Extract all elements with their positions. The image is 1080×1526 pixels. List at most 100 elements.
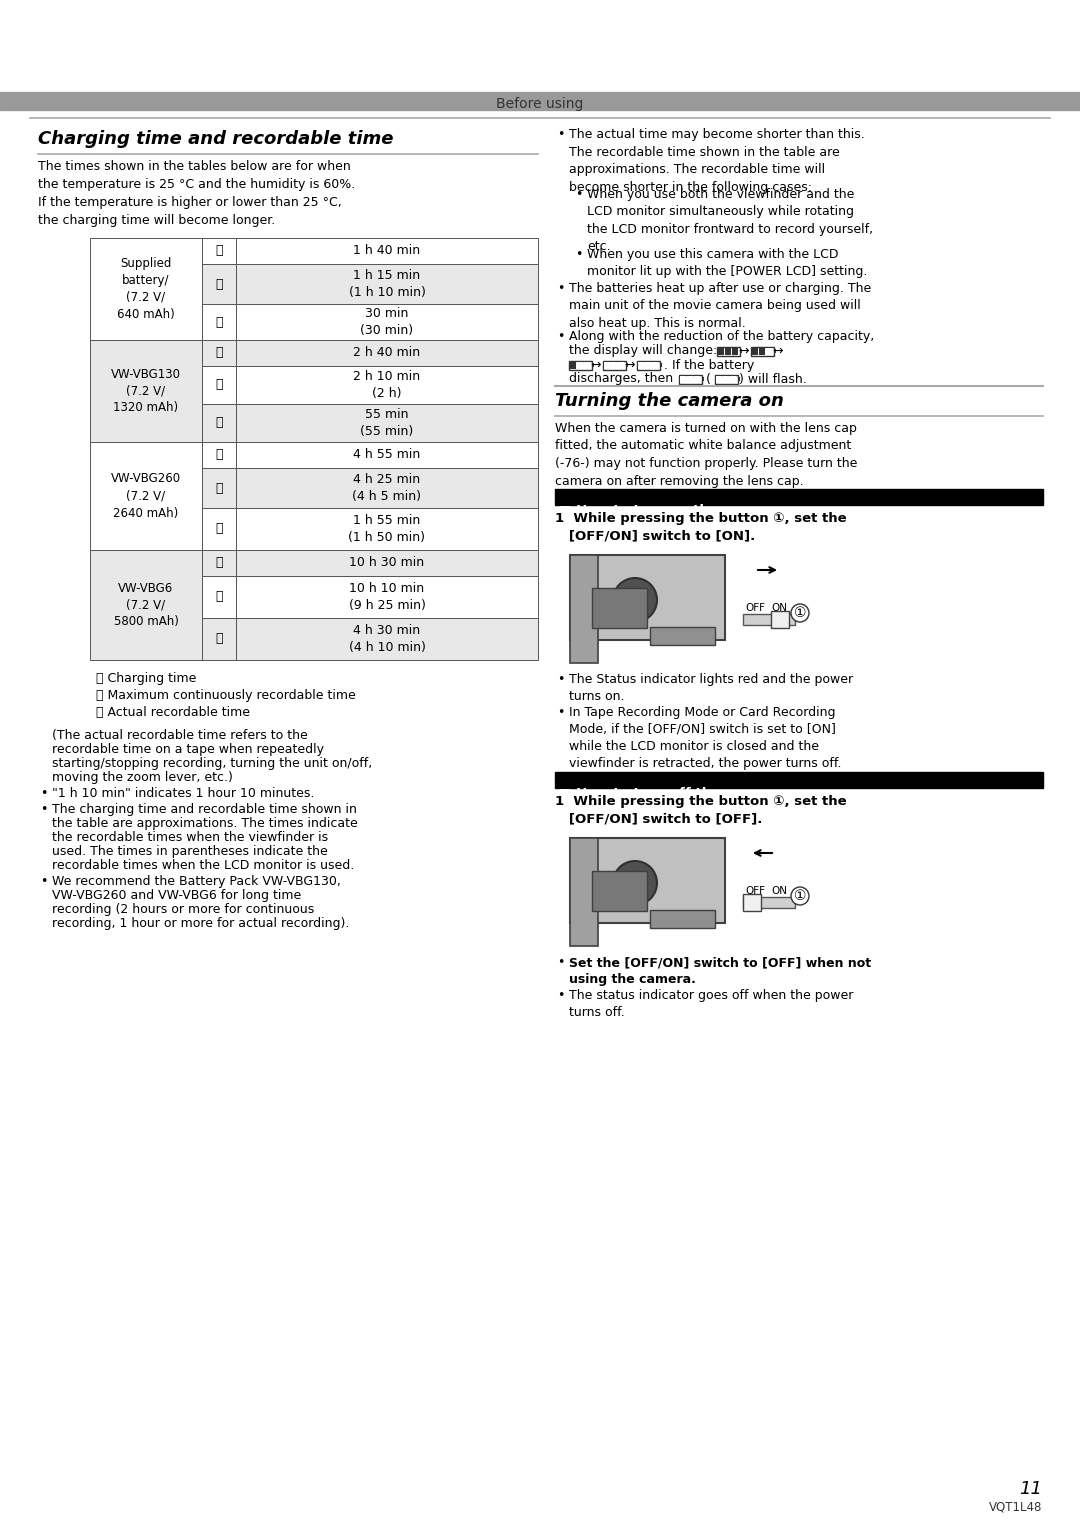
Bar: [687, 375, 693, 383]
Bar: [771, 610, 789, 629]
Bar: [0, 92, 1080, 110]
Bar: [743, 613, 795, 626]
Text: 10 h 30 min: 10 h 30 min: [350, 557, 424, 569]
Bar: [650, 909, 715, 928]
Bar: [577, 362, 583, 368]
Text: OFF: OFF: [745, 603, 765, 613]
Bar: [738, 377, 740, 382]
Text: 30 min
(30 min): 30 min (30 min): [361, 307, 414, 337]
Text: 1 h 40 min: 1 h 40 min: [353, 244, 420, 258]
Bar: [237, 549, 538, 575]
Text: Ⓐ: Ⓐ: [215, 557, 222, 569]
Bar: [202, 618, 237, 661]
Text: ON: ON: [771, 603, 787, 613]
Text: •: •: [557, 707, 565, 719]
Text: •: •: [40, 787, 48, 800]
Text: 1  While pressing the button ①, set the
   [OFF/ON] switch to [ON].: 1 While pressing the button ①, set the […: [555, 513, 847, 542]
Text: the recordable times when the viewfinder is: the recordable times when the viewfinder…: [52, 832, 328, 844]
Text: Ⓒ: Ⓒ: [215, 316, 222, 328]
Bar: [202, 468, 237, 508]
Bar: [237, 264, 538, 304]
Circle shape: [791, 604, 809, 623]
Text: The Status indicator lights red and the power
turns on.: The Status indicator lights red and the …: [569, 673, 853, 703]
Text: The batteries heat up after use or charging. The
main unit of the movie camera b: The batteries heat up after use or charg…: [569, 282, 872, 330]
Text: Ⓐ Charging time: Ⓐ Charging time: [96, 671, 197, 685]
Text: Before using: Before using: [497, 98, 583, 111]
Bar: [759, 348, 765, 354]
Bar: [202, 238, 237, 264]
Text: 55 min
(55 min): 55 min (55 min): [361, 407, 414, 438]
Text: We recommend the Battery Pack VW-VBG130,: We recommend the Battery Pack VW-VBG130,: [52, 874, 341, 888]
Text: The charging time and recordable time shown in: The charging time and recordable time sh…: [52, 803, 356, 816]
Text: Along with the reduction of the battery capacity,: Along with the reduction of the battery …: [569, 330, 874, 343]
Text: the table are approximations. The times indicate: the table are approximations. The times …: [52, 816, 357, 830]
Text: 4 h 25 min
(4 h 5 min): 4 h 25 min (4 h 5 min): [352, 473, 421, 504]
Text: Ⓑ: Ⓑ: [215, 378, 222, 392]
Bar: [611, 362, 617, 368]
Bar: [237, 404, 538, 443]
Text: VW-VBG260 and VW-VBG6 for long time: VW-VBG260 and VW-VBG6 for long time: [52, 890, 301, 902]
Bar: [723, 375, 729, 383]
Bar: [202, 443, 237, 468]
Bar: [774, 349, 777, 353]
Bar: [237, 366, 538, 404]
Bar: [584, 362, 590, 368]
Circle shape: [791, 887, 809, 905]
Bar: [694, 375, 700, 383]
Bar: [569, 360, 592, 369]
Bar: [702, 377, 704, 382]
Bar: [237, 304, 538, 340]
Bar: [202, 575, 237, 618]
Text: ON: ON: [771, 887, 787, 896]
Bar: [202, 340, 237, 366]
Text: Set the [OFF/ON] switch to [OFF] when not
using the camera.: Set the [OFF/ON] switch to [OFF] when no…: [569, 955, 872, 986]
Text: OFF: OFF: [745, 887, 765, 896]
Text: 2 h 10 min
(2 h): 2 h 10 min (2 h): [353, 369, 420, 400]
Bar: [555, 772, 1043, 787]
Bar: [237, 443, 538, 468]
Bar: [740, 349, 742, 353]
Text: Charging time and recordable time: Charging time and recordable time: [38, 130, 393, 148]
Bar: [637, 360, 660, 369]
Text: The actual time may become shorter than this.
The recordable time shown in the t: The actual time may become shorter than …: [569, 128, 865, 194]
Text: (: (: [706, 372, 711, 386]
Text: 2 h 40 min: 2 h 40 min: [353, 346, 420, 360]
Text: In Tape Recording Mode or Card Recording
Mode, if the [OFF/ON] switch is set to : In Tape Recording Mode or Card Recording…: [569, 707, 841, 771]
Text: 11: 11: [1020, 1480, 1042, 1499]
Circle shape: [613, 578, 657, 623]
Bar: [90, 549, 202, 661]
Text: the display will change:: the display will change:: [569, 343, 717, 357]
Text: When you use this camera with the LCD
monitor lit up with the [POWER LCD] settin: When you use this camera with the LCD mo…: [588, 249, 867, 279]
Bar: [570, 555, 598, 662]
Text: ①: ①: [794, 890, 807, 903]
Bar: [237, 340, 538, 366]
Bar: [592, 363, 594, 366]
Text: •: •: [575, 188, 582, 201]
Text: •: •: [557, 955, 565, 969]
Text: Ⓒ: Ⓒ: [215, 632, 222, 645]
Bar: [237, 618, 538, 661]
Text: 4 h 30 min
(4 h 10 min): 4 h 30 min (4 h 10 min): [349, 624, 426, 655]
Text: recording (2 hours or more for continuous: recording (2 hours or more for continuou…: [52, 903, 314, 916]
Text: ①: ①: [794, 606, 807, 620]
Text: •: •: [557, 330, 565, 343]
Bar: [752, 348, 758, 354]
Text: 1  While pressing the button ①, set the
   [OFF/ON] switch to [OFF].: 1 While pressing the button ①, set the […: [555, 795, 847, 826]
Bar: [90, 238, 202, 340]
Bar: [766, 348, 772, 354]
Text: •: •: [557, 989, 565, 1003]
Bar: [570, 362, 576, 368]
Circle shape: [623, 871, 647, 896]
Text: Ⓐ: Ⓐ: [215, 346, 222, 360]
Text: The status indicator goes off when the power
turns off.: The status indicator goes off when the p…: [569, 989, 853, 1019]
Bar: [202, 404, 237, 443]
Bar: [237, 468, 538, 508]
Text: VW-VBG260
(7.2 V/
2640 mAh): VW-VBG260 (7.2 V/ 2640 mAh): [111, 473, 181, 519]
Bar: [570, 555, 725, 639]
Text: discharges, then: discharges, then: [569, 372, 673, 385]
Text: Ⓒ: Ⓒ: [215, 522, 222, 536]
Text: Ⓑ Maximum continuously recordable time: Ⓑ Maximum continuously recordable time: [96, 690, 355, 702]
Text: •: •: [40, 803, 48, 816]
Bar: [638, 362, 644, 368]
Text: . If the battery: . If the battery: [664, 359, 754, 371]
